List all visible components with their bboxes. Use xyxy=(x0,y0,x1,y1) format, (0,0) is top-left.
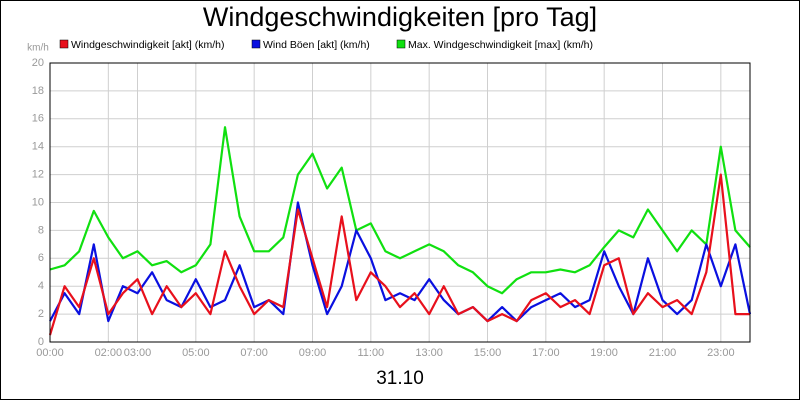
legend-swatch xyxy=(59,39,69,49)
x-tick-label: 15:00 xyxy=(474,347,502,359)
y-tick-label: 16 xyxy=(32,113,44,125)
y-tick-label: 14 xyxy=(32,141,44,153)
y-tick-label: 6 xyxy=(38,252,44,264)
legend-label: Wind Böen [akt] (km/h) xyxy=(263,39,370,51)
series-line xyxy=(49,126,751,295)
x-tick-label: 13:00 xyxy=(415,347,443,359)
x-title: 31.10 xyxy=(376,368,424,389)
y-unit: km/h xyxy=(27,43,49,54)
chart-title: Windgeschwindigkeiten [pro Tag] xyxy=(203,2,597,32)
legend-swatch xyxy=(251,39,261,49)
x-tick-label: 11:00 xyxy=(357,347,384,359)
x-tick-label: 19:00 xyxy=(590,347,618,359)
y-tick-label: 12 xyxy=(32,169,44,181)
legend-label: Max. Windgeschwindigkeit [max] (km/h) xyxy=(408,39,593,51)
y-tick-label: 18 xyxy=(32,85,44,97)
x-tick-label: 09:00 xyxy=(299,347,327,359)
x-tick-label: 05:00 xyxy=(182,347,210,359)
x-tick-label: 07:00 xyxy=(240,347,268,359)
plot-frame xyxy=(49,62,751,343)
x-tick-label: 03:00 xyxy=(124,347,152,359)
y-tick-label: 8 xyxy=(38,224,44,236)
y-tick-label: 0 xyxy=(38,336,44,348)
y-tick-label: 10 xyxy=(32,196,44,208)
legend-swatch xyxy=(396,39,406,49)
series-line xyxy=(48,173,750,336)
legend-label: Windgeschwindigkeit [akt] (km/h) xyxy=(71,39,224,51)
x-tick-label: 21:00 xyxy=(649,347,677,359)
y-tick-label: 20 xyxy=(32,57,44,69)
x-tick-label: 02:00 xyxy=(95,347,123,359)
x-tick-label: 00:00 xyxy=(36,347,64,359)
x-tick-label: 23:00 xyxy=(707,347,735,359)
y-tick-label: 4 xyxy=(38,280,44,292)
y-tick-label: 2 xyxy=(38,308,44,320)
x-tick-label: 17:00 xyxy=(532,347,560,359)
